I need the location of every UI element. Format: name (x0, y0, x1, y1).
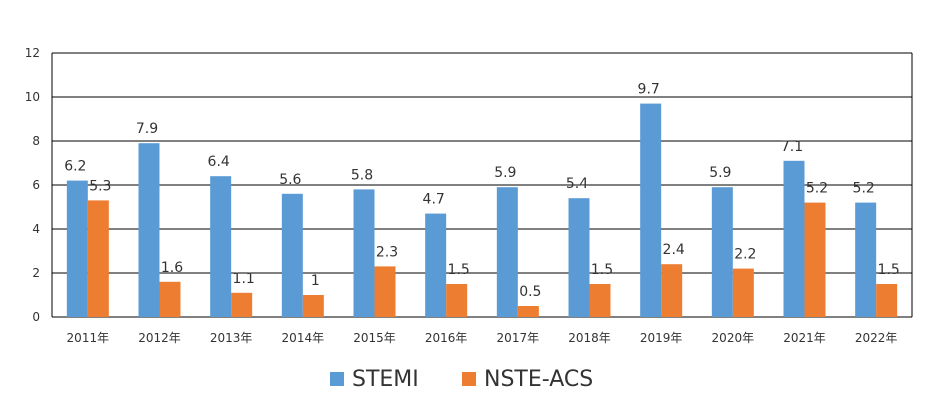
bar-nste-acs (446, 284, 468, 317)
data-label: 5.2 (853, 181, 875, 197)
data-label: 1.5 (448, 262, 470, 278)
data-label: 9.7 (638, 82, 660, 98)
bar-stemi (210, 176, 232, 317)
bar-stemi (425, 213, 447, 317)
x-tick-label: 2013年 (210, 331, 253, 345)
y-tick-label: 12 (25, 46, 40, 60)
bar-nste-acs (231, 292, 253, 317)
bar-nste-acs (661, 264, 683, 317)
data-label: 2.2 (734, 247, 756, 263)
data-label: 1 (311, 273, 320, 289)
bar-stemi (711, 187, 733, 317)
bar-stemi (855, 202, 877, 317)
bar-stemi (496, 187, 518, 317)
data-label: 5.3 (89, 178, 111, 194)
data-label: 7.1 (781, 139, 803, 155)
y-tick-label: 2 (32, 266, 40, 280)
bar-nste-acs (804, 202, 826, 317)
bar-nste-acs (159, 281, 181, 317)
data-label: 5.8 (351, 167, 373, 183)
bar-stemi (353, 189, 375, 317)
x-tick-label: 2017年 (497, 331, 540, 345)
y-tick-label: 8 (32, 134, 40, 148)
x-tick-label: 2016年 (425, 331, 468, 345)
data-label: 5.6 (279, 172, 301, 188)
y-tick-label: 0 (32, 310, 40, 324)
x-tick-label: 2020年 (712, 331, 755, 345)
data-label: 1.6 (161, 260, 183, 276)
bar-stemi (66, 180, 88, 317)
y-tick-label: 4 (32, 222, 40, 236)
data-label: 1.1 (233, 271, 255, 287)
x-tick-label: 2012年 (138, 331, 181, 345)
bar-nste-acs (732, 268, 754, 317)
data-label: 1.5 (878, 262, 900, 278)
bar-nste-acs (87, 200, 109, 317)
x-tick-label: 2011年 (67, 331, 110, 345)
legend-label: STEMI (352, 367, 419, 392)
data-label: 0.5 (519, 284, 541, 300)
data-label: 5.9 (494, 165, 516, 181)
bar-nste-acs (302, 295, 324, 317)
data-label: 1.5 (591, 262, 613, 278)
data-label: 2.3 (376, 244, 398, 260)
data-label: 5.4 (566, 176, 588, 192)
x-tick-label: 2022年 (855, 331, 898, 345)
legend-swatch (462, 372, 476, 386)
bar-nste-acs (517, 306, 539, 317)
data-label: 2.4 (663, 242, 685, 258)
x-tick-label: 2018年 (568, 331, 611, 345)
data-label: 6.4 (208, 154, 230, 170)
x-tick-label: 2019年 (640, 331, 683, 345)
legend-label: NSTE-ACS (484, 367, 593, 392)
bar-stemi (783, 160, 805, 317)
x-tick-label: 2014年 (282, 331, 325, 345)
legend-swatch (330, 372, 344, 386)
data-label: 4.7 (423, 192, 445, 208)
y-tick-label: 6 (32, 178, 40, 192)
y-tick-label: 10 (25, 90, 40, 104)
bar-stemi (281, 193, 303, 317)
bar-nste-acs (876, 284, 898, 317)
data-label: 6.2 (64, 159, 86, 175)
bar-stemi (568, 198, 590, 317)
bar-nste-acs (589, 284, 611, 317)
data-label: 5.2 (806, 181, 828, 197)
bar-stemi (138, 143, 160, 317)
data-label: 5.9 (709, 165, 731, 181)
x-tick-label: 2015年 (353, 331, 396, 345)
data-label: 7.9 (136, 121, 158, 137)
bar-nste-acs (374, 266, 396, 317)
x-tick-label: 2021年 (783, 331, 826, 345)
bar-stemi (640, 103, 662, 317)
